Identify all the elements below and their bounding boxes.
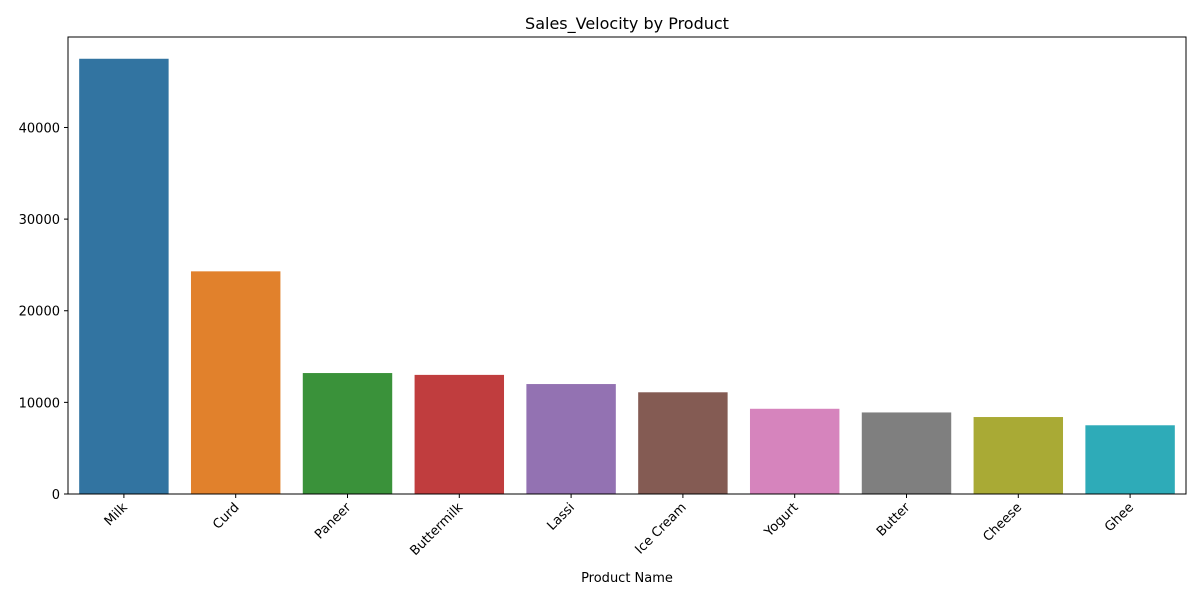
y-tick-label: 40000 bbox=[19, 121, 60, 136]
bar-milk bbox=[79, 58, 169, 495]
y-axis: 0 10000 20000 30000 40000 bbox=[19, 121, 68, 503]
x-tick-label: Buttermilk bbox=[408, 500, 467, 559]
y-tick-label: 10000 bbox=[19, 396, 60, 411]
bar-ghee bbox=[1085, 425, 1175, 494]
bar-ice-cream bbox=[638, 392, 728, 494]
x-tick-label: Lassi bbox=[544, 500, 577, 533]
x-tick-label: Butter bbox=[874, 500, 914, 540]
x-axis: Milk Curd Paneer Buttermilk Lassi Ice Cream Yo… bbox=[102, 494, 1137, 559]
y-tick-label: 0 bbox=[52, 488, 60, 503]
chart-title: Sales_Velocity by Product bbox=[525, 14, 729, 34]
x-axis-label: Product Name bbox=[581, 571, 673, 586]
bar-curd bbox=[190, 271, 281, 494]
x-tick-label: Yogurt bbox=[761, 500, 801, 540]
bar-yogurt bbox=[749, 408, 840, 494]
bar-paneer bbox=[302, 373, 393, 494]
bars-group bbox=[79, 58, 1175, 495]
x-tick-label: Curd bbox=[210, 500, 242, 532]
bar-butter bbox=[861, 412, 952, 494]
x-tick-label: Milk bbox=[102, 500, 131, 529]
plot-frame bbox=[67, 36, 1187, 495]
x-tick-label: Cheese bbox=[981, 500, 1026, 545]
y-tick-label: 20000 bbox=[19, 305, 60, 320]
bar-lassi bbox=[526, 384, 616, 494]
x-tick-label: Paneer bbox=[312, 500, 355, 543]
x-tick-label: Ghee bbox=[1102, 500, 1137, 535]
bar-cheese bbox=[973, 417, 1064, 494]
y-tick-label: 30000 bbox=[19, 213, 60, 228]
bar-buttermilk bbox=[414, 374, 505, 494]
x-tick-label: Ice Cream bbox=[633, 500, 690, 557]
